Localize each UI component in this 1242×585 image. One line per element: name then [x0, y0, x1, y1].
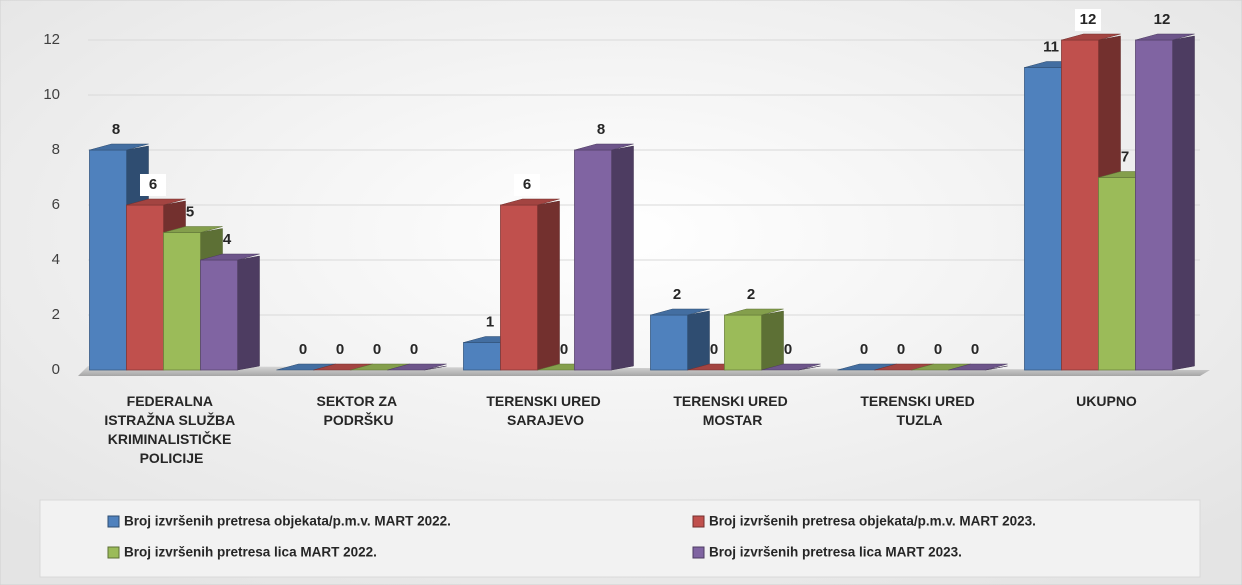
data-label: 7 [1121, 148, 1129, 165]
x-tick-label: UKUPNO [1076, 393, 1137, 409]
bar-top [724, 308, 784, 316]
data-label: 0 [410, 341, 418, 358]
bar-front [724, 314, 762, 371]
data-label: 8 [597, 121, 605, 138]
bar-top [948, 363, 1008, 371]
y-tick-label: 12 [43, 31, 60, 48]
bar-top [89, 143, 149, 151]
bar [574, 143, 634, 371]
y-tick-label: 10 [43, 86, 60, 103]
data-label: 0 [560, 341, 568, 358]
x-tick-label: TERENSKI URED TUZLA [860, 393, 978, 428]
y-tick-label: 8 [52, 141, 60, 158]
bar [948, 363, 1008, 371]
data-label: 0 [373, 341, 381, 358]
legend-swatch [692, 515, 705, 528]
data-label: 12 [1154, 11, 1171, 28]
bar [724, 308, 784, 371]
bar [650, 308, 710, 371]
bar-side [798, 365, 821, 371]
bar-front [1024, 67, 1062, 371]
bar-front [650, 314, 688, 371]
bar-side [237, 255, 260, 371]
data-label: 2 [673, 286, 681, 303]
legend-swatch [692, 546, 705, 559]
data-label: 8 [112, 121, 120, 138]
y-tick-label: 0 [52, 361, 60, 378]
bar [387, 363, 447, 371]
data-label: 1 [486, 313, 494, 330]
data-label: 0 [710, 341, 718, 358]
label-box [514, 174, 540, 196]
bar-side [985, 365, 1008, 371]
legend-label: Broj izvršenih pretresa lica MART 2023. [709, 545, 962, 560]
data-label: 0 [860, 341, 868, 358]
y-tick-label: 4 [52, 251, 60, 268]
bar-side [537, 200, 560, 371]
legend-label: Broj izvršenih pretresa objekata/p.m.v. … [124, 514, 451, 529]
data-label: 5 [186, 203, 194, 220]
bar [1135, 33, 1195, 371]
data-label: 0 [299, 341, 307, 358]
x-tick-label: SEKTOR ZA PODRŠKU [316, 393, 400, 428]
bar-top [200, 253, 260, 261]
y-tick-label: 6 [52, 196, 60, 213]
bar-top [1061, 33, 1121, 41]
bar-top [500, 198, 560, 206]
data-label: 12 [1080, 11, 1097, 28]
data-label: 2 [747, 286, 755, 303]
x-tick-label: TERENSKI URED MOSTAR [673, 393, 791, 428]
data-label: 6 [523, 176, 531, 193]
data-label: 0 [336, 341, 344, 358]
bar-front [1098, 177, 1136, 371]
bar-side [611, 145, 634, 371]
legend-label: Broj izvršenih pretresa objekata/p.m.v. … [709, 514, 1036, 529]
bar-side [687, 310, 710, 371]
x-tick-label: FEDERALNA ISTRAŽNA SLUŽBA KRIMINALISTIČK… [104, 393, 238, 466]
bar-front [1061, 39, 1099, 371]
bar-top [1135, 33, 1195, 41]
bar [761, 363, 821, 371]
bar-front [463, 342, 501, 371]
bar [500, 198, 560, 371]
bar-front [126, 204, 164, 371]
legend-label: Broj izvršenih pretresa lica MART 2022. [124, 545, 377, 560]
bar [200, 253, 260, 371]
bar-side [424, 365, 447, 371]
bar-front [1135, 39, 1173, 371]
data-label: 11 [1043, 38, 1059, 55]
bar-front [200, 259, 238, 371]
y-tick-label: 2 [52, 306, 60, 323]
legend-swatch [107, 515, 120, 528]
data-label: 6 [149, 176, 157, 193]
bar-side [1172, 35, 1195, 371]
bar-top [163, 226, 223, 233]
bar-top [126, 198, 186, 206]
bar-front [500, 204, 538, 371]
data-label: 0 [971, 341, 979, 358]
label-box [140, 174, 166, 196]
bar-side [761, 310, 784, 371]
bar-front [574, 149, 612, 371]
data-label: 4 [223, 231, 232, 248]
bar-front [89, 149, 127, 371]
bar-top [650, 308, 710, 316]
legend-swatch [107, 546, 120, 559]
bar-front [163, 232, 201, 371]
label-box [1075, 9, 1101, 31]
data-label: 0 [784, 341, 792, 358]
bar-top [574, 143, 634, 151]
bar-top [387, 363, 447, 371]
data-label: 0 [934, 341, 942, 358]
bar-top [761, 363, 821, 371]
data-label: 0 [897, 341, 905, 358]
legend-box [39, 499, 1201, 578]
x-tick-label: TERENSKI URED SARAJEVO [486, 393, 604, 428]
